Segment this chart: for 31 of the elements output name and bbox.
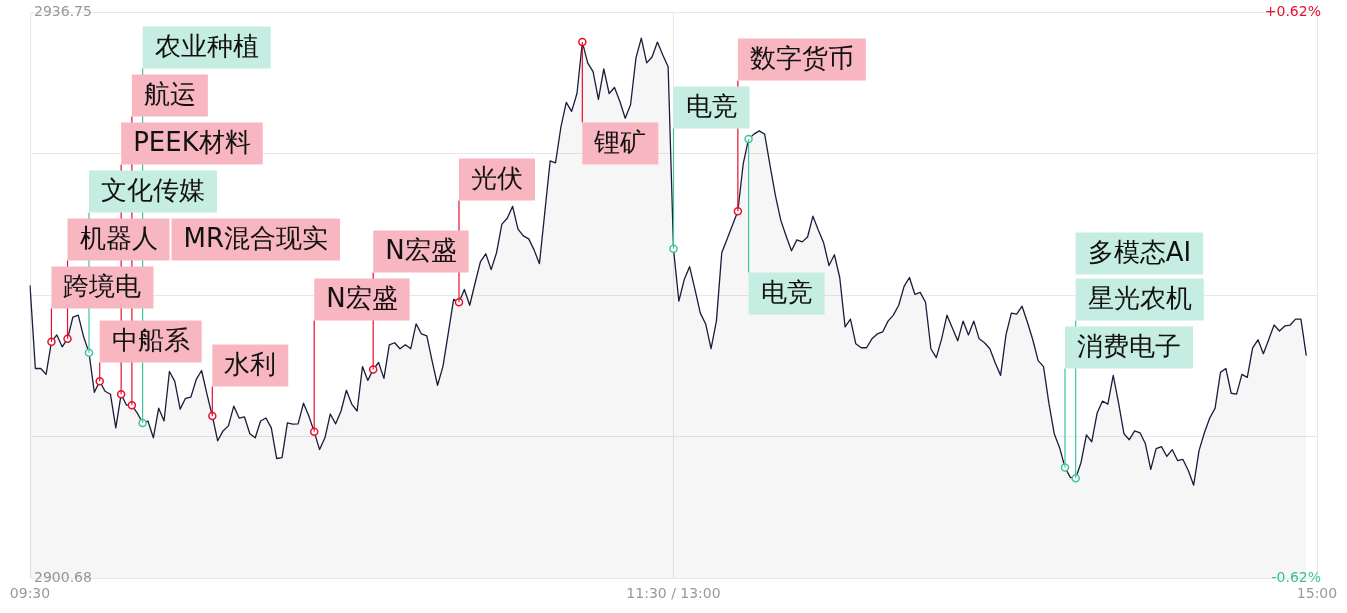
data-label: 锂矿 <box>593 127 647 158</box>
data-label: PEEK材料 <box>133 127 251 158</box>
y2-tick-label: -0.62% <box>1271 568 1321 585</box>
data-label: N宏盛 <box>385 235 457 266</box>
y-tick-label: 2900.68 <box>34 568 92 585</box>
data-label: 电竞 <box>760 277 813 308</box>
y-tick-label: 2936.75 <box>34 3 92 20</box>
data-label: 农业种植 <box>154 31 259 62</box>
point <box>1071 474 1080 483</box>
point <box>744 134 753 144</box>
annotation: MR混合现实 <box>183 223 329 254</box>
data-label: 机器人 <box>79 223 158 254</box>
annotation: 多模态AI <box>1087 237 1192 268</box>
data-label: 光伏 <box>471 163 523 194</box>
y2-tick-label: +0.62% <box>1264 3 1321 20</box>
data-label: 航运 <box>143 79 196 110</box>
x-tick-label: 09:30 <box>9 585 51 602</box>
data-label: 消费电子 <box>1076 331 1181 362</box>
data-label: 星光农机 <box>1087 283 1192 314</box>
data-label: 电竞 <box>685 91 738 122</box>
x-tick-label: 11:30 / 13:00 <box>626 585 721 602</box>
data-label: 水利 <box>224 349 277 380</box>
point <box>208 411 217 421</box>
data-label: 文化传媒 <box>100 175 205 206</box>
data-label: N宏盛 <box>326 283 398 314</box>
data-label: 中船系 <box>111 325 190 356</box>
point <box>116 389 126 399</box>
data-label: 数字货币 <box>749 43 854 74</box>
point <box>95 377 104 386</box>
data-label: 跨境电 <box>63 271 142 302</box>
x-tick-label: 15:00 <box>1296 585 1338 602</box>
